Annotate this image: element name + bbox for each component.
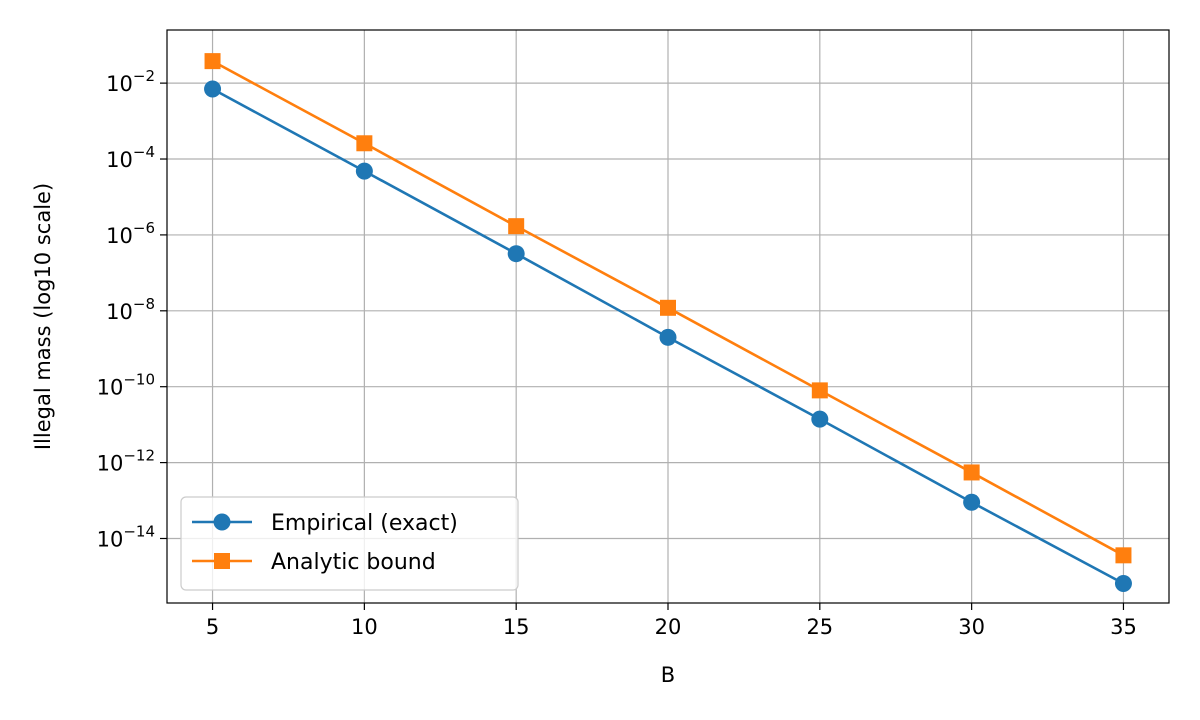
- legend-label-2: Analytic bound: [271, 550, 436, 575]
- legend: Empirical (exact) Analytic bound: [180, 496, 519, 591]
- data-point-circle: [659, 328, 677, 346]
- data-point-square: [660, 299, 676, 316]
- x-tick-label: 30: [958, 615, 985, 639]
- legend-marker-square: [214, 553, 230, 569]
- x-ticks: 5 10 15 20 25 30 35: [206, 603, 1137, 639]
- data-point-square: [963, 464, 980, 481]
- x-tick-label: 35: [1110, 615, 1137, 639]
- data-point-square: [204, 53, 221, 70]
- legend-marker-circle: [213, 513, 231, 531]
- series-layer: [204, 53, 1132, 593]
- data-point-square: [356, 135, 373, 152]
- x-axis-title: B: [661, 663, 675, 687]
- data-point-square: [1115, 547, 1132, 564]
- data-point-square: [508, 218, 525, 235]
- y-axis-title: Illegal mass (log10 scale): [31, 183, 55, 450]
- data-point-circle: [963, 493, 981, 511]
- x-tick-label: 10: [351, 615, 378, 639]
- data-point-circle: [811, 410, 829, 428]
- data-point-circle: [507, 245, 525, 263]
- data-point-square: [811, 382, 828, 399]
- x-tick-label: 15: [503, 615, 530, 639]
- data-point-circle: [355, 162, 373, 180]
- legend-label-1: Empirical (exact): [271, 511, 458, 536]
- x-tick-label: 5: [206, 615, 219, 639]
- data-point-circle: [1114, 575, 1132, 593]
- x-tick-label: 20: [655, 615, 682, 639]
- x-tick-label: 25: [806, 615, 833, 639]
- legend-box: [180, 496, 519, 591]
- data-point-circle: [204, 80, 222, 98]
- grid: [167, 30, 1169, 603]
